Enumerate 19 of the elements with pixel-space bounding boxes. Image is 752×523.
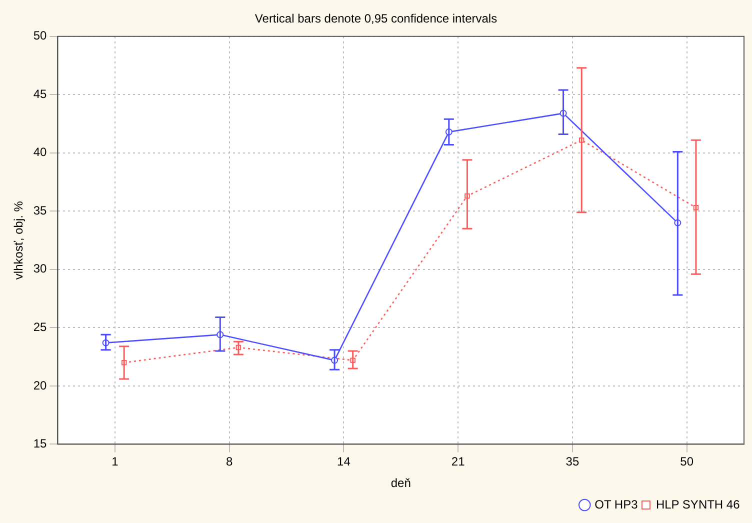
x-tick-label: 8 (226, 454, 233, 469)
x-tick-label: 35 (566, 454, 580, 469)
y-tick-label: 50 (33, 28, 48, 43)
y-tick-label: 20 (33, 378, 48, 392)
x-tick-label: 21 (451, 454, 466, 469)
x-tick-label: 50 (680, 454, 694, 469)
chart-title: Vertical bars denote 0,95 confidence intervals (254, 12, 498, 26)
x-tick-label: 1 (112, 454, 119, 469)
legend-label: HLP SYNTH 46 (656, 497, 740, 512)
x-tick-label: 14 (337, 454, 351, 469)
y-tick-label: 30 (33, 262, 48, 276)
x-axis-title: deň (390, 476, 411, 490)
legend-label: OT HP3 (594, 497, 638, 512)
y-tick-label: 15 (33, 436, 48, 451)
y-tick-label: 25 (33, 320, 48, 334)
y-tick-label: 40 (33, 145, 48, 160)
y-tick-label: 45 (33, 86, 48, 101)
y-axis-title: vlhkosť, obj. % (12, 200, 26, 280)
y-tick-label: 35 (33, 203, 48, 218)
